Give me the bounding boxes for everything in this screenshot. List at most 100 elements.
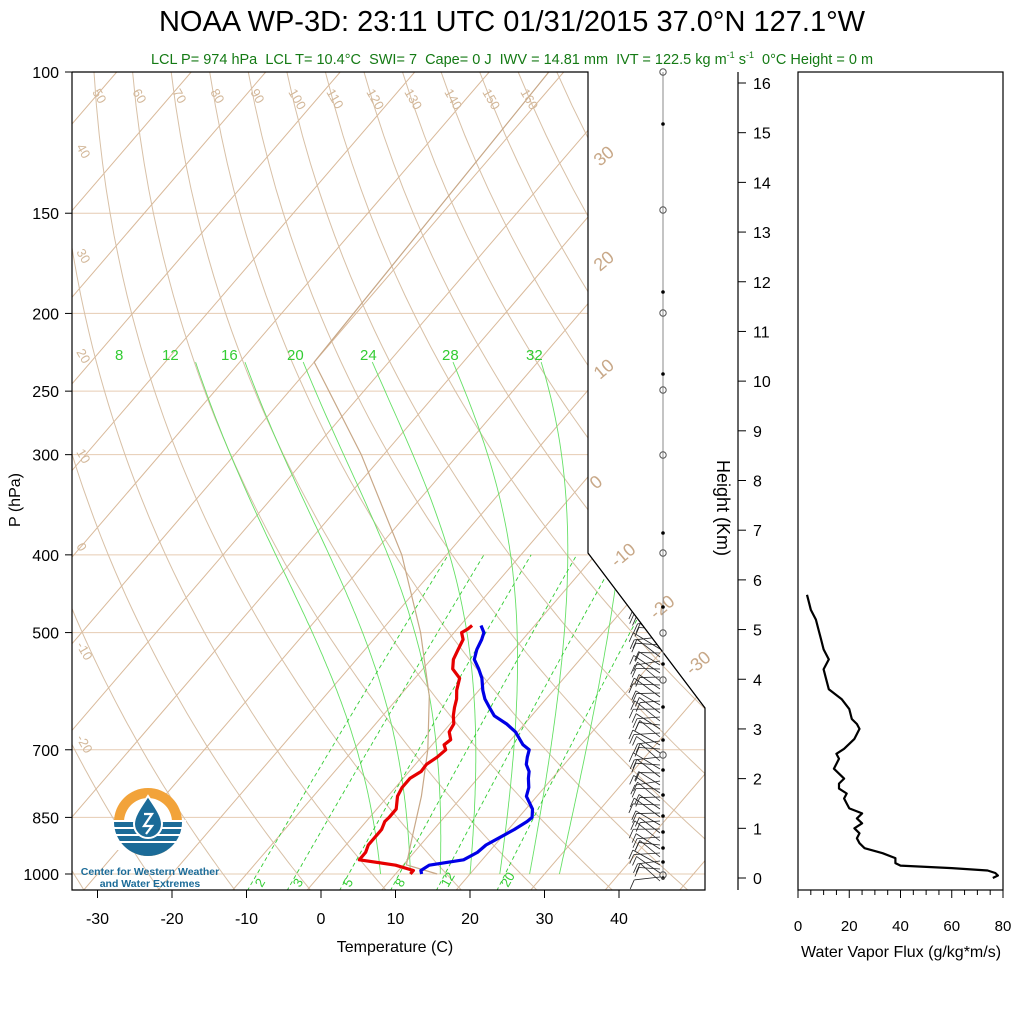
logo-line-2: and Water Extremes xyxy=(99,878,201,890)
wind-barb-line xyxy=(636,836,661,840)
height-column-dot xyxy=(661,860,665,864)
wind-barb-flag xyxy=(632,693,637,703)
wind-barb-flag xyxy=(634,747,640,757)
height-tick-label: 9 xyxy=(753,424,762,441)
dry-adiabat-label: 150 xyxy=(479,86,503,112)
height-column-circle xyxy=(659,629,667,637)
height-tick-label: 16 xyxy=(753,76,771,93)
dry-adiabat-line xyxy=(324,72,705,890)
chart-title: NOAA WP-3D: 23:11 UTC 01/31/2015 37.0°N … xyxy=(158,6,866,38)
moist-adiabat-label: 32 xyxy=(526,347,543,364)
height-column-dot xyxy=(661,830,665,834)
y-tick-label: 400 xyxy=(32,548,59,565)
logo-line-1: Center for Western Weather xyxy=(80,866,220,878)
height-tick-label: 0 xyxy=(753,871,762,888)
wind-barb-flag xyxy=(632,718,638,728)
wind-barb-line xyxy=(637,860,661,865)
moist-adiabat-line xyxy=(452,361,518,875)
flux-tick-label: 60 xyxy=(943,918,960,935)
flux-frame xyxy=(797,71,1004,891)
isotherm-label: 20 xyxy=(590,247,618,275)
wind-barb-line xyxy=(633,632,661,650)
x-tick-label: 40 xyxy=(610,911,628,928)
wind-barb-flag xyxy=(628,803,634,814)
dry-adiabat-line xyxy=(594,72,705,890)
wind-barb-line xyxy=(638,747,661,750)
height-column-dot xyxy=(661,605,665,609)
dry-adiabat-line xyxy=(247,72,705,890)
wind-barb-flag xyxy=(631,668,637,678)
height-tick-label: 1 xyxy=(753,821,762,838)
wind-barb-flag xyxy=(629,639,635,650)
height-column-circle xyxy=(659,206,667,214)
wind-barb-line xyxy=(637,661,661,682)
dry-adiabat-label: 0 xyxy=(73,540,90,554)
wind-barb-flag xyxy=(635,677,641,687)
wind-barb-flag xyxy=(634,817,640,827)
moist-adiabat-label: 24 xyxy=(360,347,377,364)
dry-adiabat-line xyxy=(132,72,539,890)
lcl-pressure: LCL P= 974 hPa xyxy=(150,51,258,68)
moist-adiabat-line xyxy=(302,361,442,875)
dry-adiabat-line xyxy=(286,72,705,890)
height-tick-label: 14 xyxy=(753,175,771,192)
dry-adiabat-label: 40 xyxy=(73,141,93,161)
isotherm-line xyxy=(72,72,341,890)
wind-barb-line xyxy=(638,651,661,666)
isotherm-line xyxy=(529,72,705,890)
wind-barb-flag xyxy=(634,602,640,612)
wind-barb-line xyxy=(634,780,661,786)
x-tick-label: 0 xyxy=(317,911,326,928)
wind-barb-line xyxy=(639,840,661,858)
dry-adiabat-line xyxy=(633,72,705,890)
height-column-circle xyxy=(659,751,667,759)
height-sample-column xyxy=(659,68,667,880)
height-tick-label: 12 xyxy=(753,275,771,292)
wind-barb-flag xyxy=(628,709,634,719)
isotherm-line xyxy=(72,72,565,890)
mixing-ratio-label: 8 xyxy=(392,876,409,890)
isotherm-label: -10 xyxy=(607,539,640,571)
wind-barb-flag xyxy=(629,775,635,785)
wind-barb-line xyxy=(633,752,661,770)
mixing-ratio-label: 3 xyxy=(290,876,307,890)
skewt-border xyxy=(71,71,706,891)
height-tick-label: 5 xyxy=(753,623,762,640)
height-tick-label: 7 xyxy=(753,523,762,540)
mixing-ratio-line xyxy=(389,554,578,890)
wind-barb-flag xyxy=(631,833,637,843)
y-tick-label: 300 xyxy=(32,448,59,465)
flux-tick-label: 40 xyxy=(892,918,909,935)
wind-barb-flag xyxy=(635,743,641,753)
moist-adiabat-label: 12 xyxy=(162,347,179,364)
wind-barb-line xyxy=(636,736,661,754)
wind-barb-flag xyxy=(630,700,636,710)
wind-barb-flag xyxy=(631,643,637,653)
height-column-circle xyxy=(659,309,667,317)
isotherm-line xyxy=(72,72,639,890)
wind-barb-flag xyxy=(634,794,640,804)
cape-value: Cape= 0 J xyxy=(425,51,492,68)
moist-adiabat-line xyxy=(195,361,382,875)
wind-barb-flag xyxy=(630,820,636,830)
skewt-frame xyxy=(71,71,706,891)
height-column-dot xyxy=(661,290,665,294)
moist-adiabat-label: 8 xyxy=(115,347,123,364)
wind-barb-flag xyxy=(628,632,634,642)
dry-adiabat-line xyxy=(93,72,463,890)
dry-adiabat-label: 10 xyxy=(73,446,93,466)
isotherm-line xyxy=(604,72,705,890)
mixing-ratio-line xyxy=(286,554,485,890)
wind-barb-flag xyxy=(633,863,638,874)
y-axis-label: P (hPa) xyxy=(7,473,24,527)
dry-adiabat-label: 70 xyxy=(169,86,189,106)
skewt-background-lines xyxy=(72,72,705,890)
wind-barb-line xyxy=(639,863,661,882)
isotherm-line xyxy=(72,72,416,890)
wind-barb-line xyxy=(634,700,661,722)
cw3e-logo: Center for Western Weather and Water Ext… xyxy=(70,782,230,892)
wind-barb-flag xyxy=(634,651,640,661)
flux-y-axis-label: Height (Km) xyxy=(713,460,733,556)
